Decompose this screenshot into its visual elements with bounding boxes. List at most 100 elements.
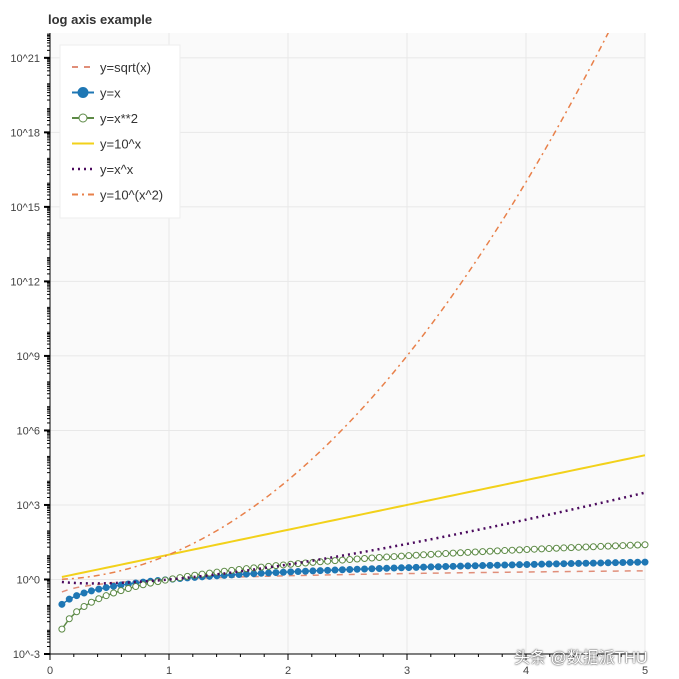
data-point <box>604 559 612 567</box>
data-point <box>316 567 324 575</box>
data-point <box>434 550 442 558</box>
data-point <box>501 547 509 555</box>
data-point <box>73 608 81 616</box>
data-point <box>124 585 132 593</box>
data-point <box>58 600 66 608</box>
data-point <box>87 587 95 595</box>
data-point <box>287 568 295 576</box>
x-tick-label: 2 <box>285 665 291 677</box>
data-point <box>383 553 391 561</box>
data-point <box>589 559 597 567</box>
data-point <box>279 568 287 576</box>
data-point <box>634 541 642 549</box>
series-group <box>58 33 649 633</box>
data-point <box>597 542 605 550</box>
data-point <box>191 571 199 579</box>
data-point <box>464 562 472 570</box>
data-point <box>604 542 612 550</box>
data-point <box>324 557 332 565</box>
data-point <box>412 551 420 559</box>
data-point <box>523 546 531 554</box>
data-point <box>375 565 383 573</box>
data-point <box>346 556 354 564</box>
data-point <box>250 564 258 572</box>
legend-box <box>59 44 181 219</box>
data-point <box>353 555 361 563</box>
data-point <box>545 560 553 568</box>
legend-marker <box>78 113 88 123</box>
data-point <box>338 566 346 574</box>
series-line-5 <box>61 33 610 580</box>
data-point <box>597 559 605 567</box>
data-point <box>456 549 464 557</box>
y-tick-label: 10^0 <box>16 574 40 586</box>
legend-label: y=10^x <box>100 137 142 152</box>
data-point <box>530 560 538 568</box>
data-point <box>139 581 147 589</box>
data-point <box>309 567 317 575</box>
data-point <box>301 567 309 575</box>
data-point <box>338 556 346 564</box>
legend-label: y=sqrt(x) <box>100 60 151 75</box>
legend-label: y=10^(x^2) <box>100 188 163 203</box>
data-point <box>552 544 560 552</box>
data-point <box>390 553 398 561</box>
data-point <box>479 562 487 570</box>
legend-label: y=x**2 <box>100 111 138 126</box>
data-point <box>493 561 501 569</box>
data-point <box>530 545 538 553</box>
data-point <box>412 563 420 571</box>
watermark: 头条 @数据派THU <box>514 650 648 667</box>
data-point <box>508 561 516 569</box>
data-point <box>456 562 464 570</box>
data-point <box>486 547 494 555</box>
x-tick-label: 5 <box>642 665 648 677</box>
data-point <box>582 559 590 567</box>
y-tick-label: 10^6 <box>16 425 40 437</box>
data-point <box>331 566 339 574</box>
legend-marker <box>77 87 89 98</box>
legend-label: y=x <box>100 86 121 101</box>
data-point <box>102 592 110 600</box>
data-point <box>479 548 487 556</box>
data-point <box>102 584 110 592</box>
data-point <box>257 569 265 577</box>
data-point <box>641 558 649 566</box>
data-point <box>353 565 361 573</box>
data-point <box>486 561 494 569</box>
data-point <box>257 563 265 571</box>
x-tick-label: 1 <box>166 665 172 677</box>
data-point <box>560 560 568 568</box>
data-point <box>619 559 627 567</box>
data-point <box>420 563 428 571</box>
data-point <box>420 551 428 559</box>
data-point <box>331 557 339 565</box>
data-point <box>405 552 413 560</box>
data-point <box>80 589 88 597</box>
y-tick-label: 10^21 <box>10 53 40 65</box>
data-point <box>442 563 450 571</box>
data-point <box>87 598 95 606</box>
data-point <box>471 548 479 556</box>
data-point <box>110 589 118 597</box>
data-point <box>449 562 457 570</box>
y-tick-label: 10^9 <box>16 351 40 363</box>
data-point <box>545 545 553 553</box>
y-tick-label: 10^-3 <box>13 649 40 661</box>
data-point <box>58 625 66 633</box>
data-point <box>471 562 479 570</box>
data-point <box>611 559 619 567</box>
data-point <box>272 569 280 577</box>
data-point <box>508 546 516 554</box>
data-point <box>65 595 73 603</box>
data-point <box>567 560 575 568</box>
data-point <box>265 569 273 577</box>
data-point <box>626 558 634 566</box>
data-point <box>368 554 376 562</box>
data-point <box>575 559 583 567</box>
data-point <box>464 548 472 556</box>
data-point <box>324 566 332 574</box>
data-point <box>80 602 88 610</box>
data-point <box>390 564 398 572</box>
